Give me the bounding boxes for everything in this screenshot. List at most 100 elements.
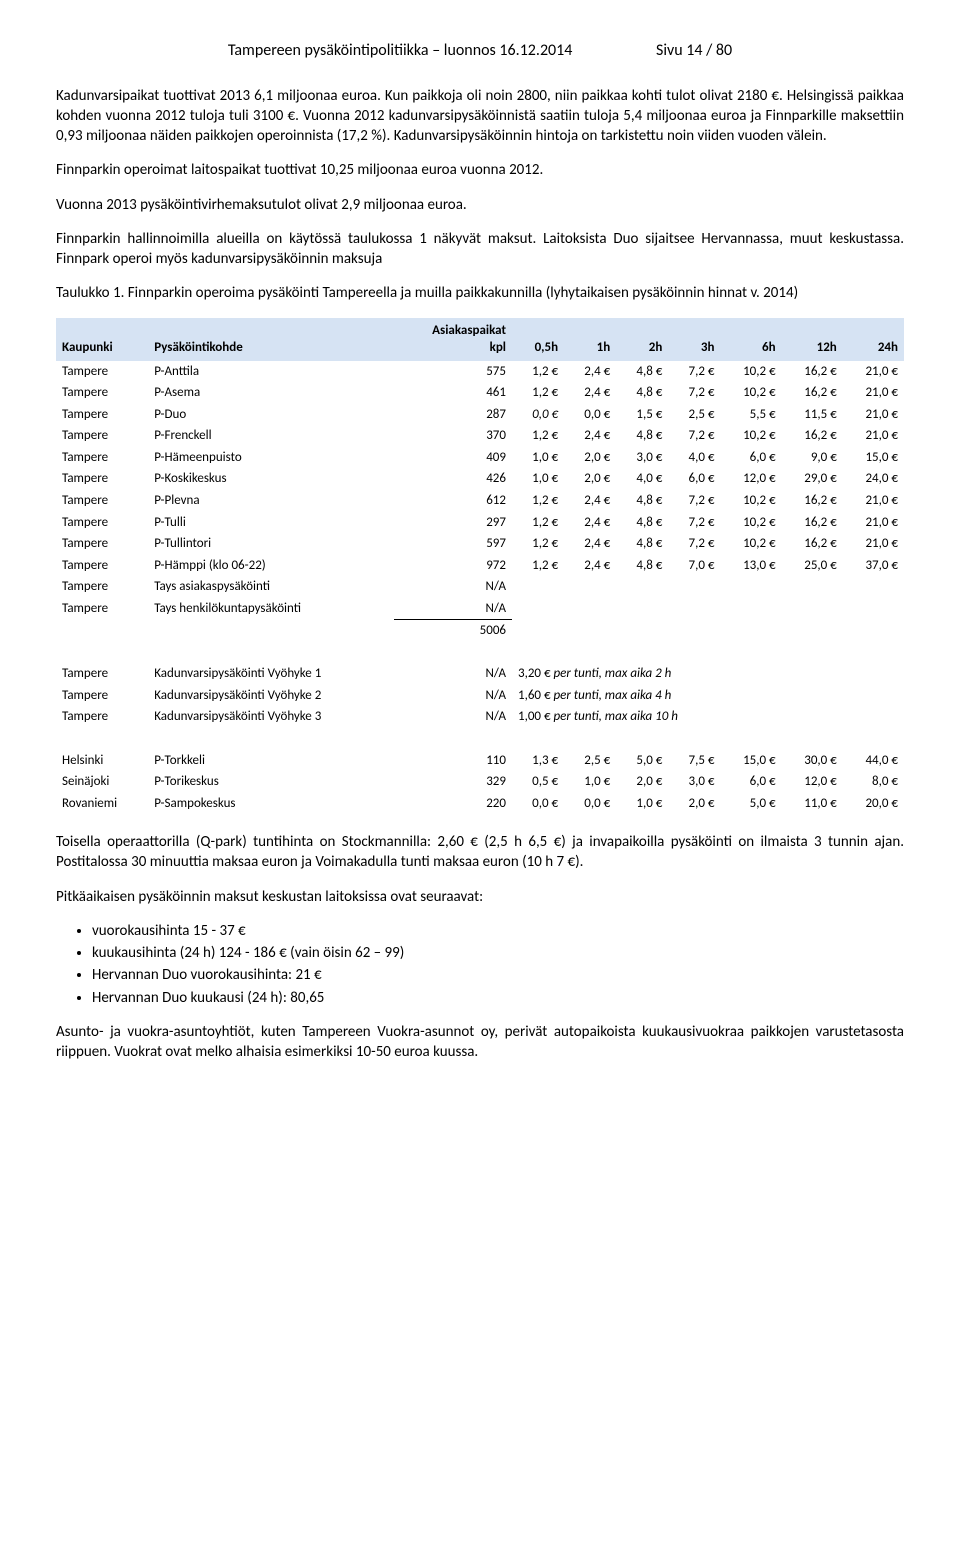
- cell-price: 21,0 €: [843, 490, 904, 512]
- cell-price: 16,2 €: [782, 490, 843, 512]
- cell-note: 1,00 € per tunti, max aika 10 h: [512, 706, 904, 728]
- list-item: Hervannan Duo vuorokausihinta: 21 €: [92, 965, 904, 985]
- cell-kpl: 426: [394, 468, 512, 490]
- cell-location: P-Frenckell: [148, 425, 394, 447]
- cell-price: 7,2 €: [668, 533, 720, 555]
- cell-price: 37,0 €: [843, 555, 904, 577]
- cell-location: P-Hämeenpuisto: [148, 447, 394, 469]
- cell-price: 5,0 €: [616, 750, 668, 772]
- cell-location: P-Torkkeli: [148, 750, 394, 772]
- cell-location: P-Sampokeskus: [148, 793, 394, 815]
- cell-price: [512, 598, 564, 620]
- cell-price: 4,8 €: [616, 533, 668, 555]
- page-header: Tampereen pysäköintipolitiikka – luonnos…: [56, 40, 904, 62]
- th-05h: 0,5h: [512, 318, 564, 361]
- cell-price: 7,2 €: [668, 382, 720, 404]
- cell-price: 5,0 €: [720, 793, 781, 815]
- cell-price: 10,2 €: [720, 490, 781, 512]
- cell-price: 2,4 €: [564, 533, 616, 555]
- cell-city: Rovaniemi: [56, 793, 148, 815]
- cell-price: 21,0 €: [843, 533, 904, 555]
- cell-price: 1,0 €: [512, 447, 564, 469]
- cell-price: 24,0 €: [843, 468, 904, 490]
- cell-price: 2,0 €: [668, 793, 720, 815]
- cell-location: P-Anttila: [148, 361, 394, 383]
- sum-row: 5006: [56, 620, 904, 642]
- cell-price: 2,5 €: [564, 750, 616, 772]
- cell-city: Tampere: [56, 490, 148, 512]
- cell-price: 16,2 €: [782, 361, 843, 383]
- cell-city: Tampere: [56, 404, 148, 426]
- cell-price: 2,4 €: [564, 555, 616, 577]
- list-item: kuukausihinta (24 h) 124 - 186 € (vain ö…: [92, 943, 904, 963]
- table-row: TampereKadunvarsipysäköinti Vyöhyke 2N/A…: [56, 685, 904, 707]
- cell-price: [668, 598, 720, 620]
- cell-location: P-Duo: [148, 404, 394, 426]
- cell-price: 1,2 €: [512, 555, 564, 577]
- th-12h: 12h: [782, 318, 843, 361]
- cell-city: Tampere: [56, 533, 148, 555]
- table-row: TampereTays asiakaspysäköintiN/A: [56, 576, 904, 598]
- cell-price: 2,4 €: [564, 361, 616, 383]
- cell-price: 12,0 €: [782, 771, 843, 793]
- cell-price: 10,2 €: [720, 382, 781, 404]
- cell-price: 6,0 €: [720, 447, 781, 469]
- cell-kpl: 110: [394, 750, 512, 772]
- cell-price: [512, 576, 564, 598]
- cell-price: 11,5 €: [782, 404, 843, 426]
- paragraph-6: Pitkäaikaisen pysäköinnin maksut keskust…: [56, 887, 904, 907]
- paragraph-1: Kadunvarsipaikat tuottivat 2013 6,1 milj…: [56, 86, 904, 147]
- cell-price: 16,2 €: [782, 425, 843, 447]
- cell-price: 16,2 €: [782, 512, 843, 534]
- table-row: TampereP-Koskikeskus4261,0 €2,0 €4,0 €6,…: [56, 468, 904, 490]
- th-3h: 3h: [668, 318, 720, 361]
- cell-price: 4,8 €: [616, 382, 668, 404]
- cell-kpl: 972: [394, 555, 512, 577]
- table-row: TampereP-Hämeenpuisto4091,0 €2,0 €3,0 €4…: [56, 447, 904, 469]
- cell-price: 21,0 €: [843, 425, 904, 447]
- cell-kpl: 461: [394, 382, 512, 404]
- table-caption: Taulukko 1. Finnparkin operoima pysäköin…: [56, 283, 904, 303]
- th-location: Pysäköintikohde: [148, 318, 394, 361]
- cell-price: 12,0 €: [720, 468, 781, 490]
- cell-city: Tampere: [56, 598, 148, 620]
- table-row: TampereP-Asema4611,2 €2,4 €4,8 €7,2 €10,…: [56, 382, 904, 404]
- cell-location: Kadunvarsipysäköinti Vyöhyke 3: [148, 706, 394, 728]
- cell-price: 21,0 €: [843, 512, 904, 534]
- cell-price: 1,2 €: [512, 361, 564, 383]
- cell-location: P-Tulli: [148, 512, 394, 534]
- th-city: Kaupunki: [56, 318, 148, 361]
- paragraph-2: Finnparkin operoimat laitospaikat tuotti…: [56, 160, 904, 180]
- cell-price: [668, 576, 720, 598]
- cell-price: 2,5 €: [668, 404, 720, 426]
- cell-price: 7,0 €: [668, 555, 720, 577]
- cell-price: 13,0 €: [720, 555, 781, 577]
- cell-price: 2,0 €: [564, 468, 616, 490]
- cell-price: 3,0 €: [668, 771, 720, 793]
- cell-city: Tampere: [56, 512, 148, 534]
- cell-city: Seinäjoki: [56, 771, 148, 793]
- table-row: TampereP-Tullintori5971,2 €2,4 €4,8 €7,2…: [56, 533, 904, 555]
- cell-price: 4,8 €: [616, 512, 668, 534]
- cell-kpl: N/A: [394, 598, 512, 620]
- cell-price: [782, 576, 843, 598]
- table-row: SeinäjokiP-Torikeskus3290,5 €1,0 €2,0 €3…: [56, 771, 904, 793]
- cell-kpl: 220: [394, 793, 512, 815]
- cell-location: P-Plevna: [148, 490, 394, 512]
- cell-price: 21,0 €: [843, 382, 904, 404]
- cell-price: 1,2 €: [512, 512, 564, 534]
- cell-price: 16,2 €: [782, 533, 843, 555]
- table-row: TampereKadunvarsipysäköinti Vyöhyke 3N/A…: [56, 706, 904, 728]
- cell-city: Tampere: [56, 468, 148, 490]
- cell-price: 11,0 €: [782, 793, 843, 815]
- cell-price: 10,2 €: [720, 425, 781, 447]
- cell-price: 25,0 €: [782, 555, 843, 577]
- cell-city: Tampere: [56, 361, 148, 383]
- cell-location: P-Tullintori: [148, 533, 394, 555]
- cell-location: Tays henkilökuntapysäköinti: [148, 598, 394, 620]
- cell-kpl: N/A: [394, 685, 512, 707]
- cell-city: Tampere: [56, 576, 148, 598]
- cell-location: P-Koskikeskus: [148, 468, 394, 490]
- cell-price: [564, 598, 616, 620]
- cell-price: 1,0 €: [616, 793, 668, 815]
